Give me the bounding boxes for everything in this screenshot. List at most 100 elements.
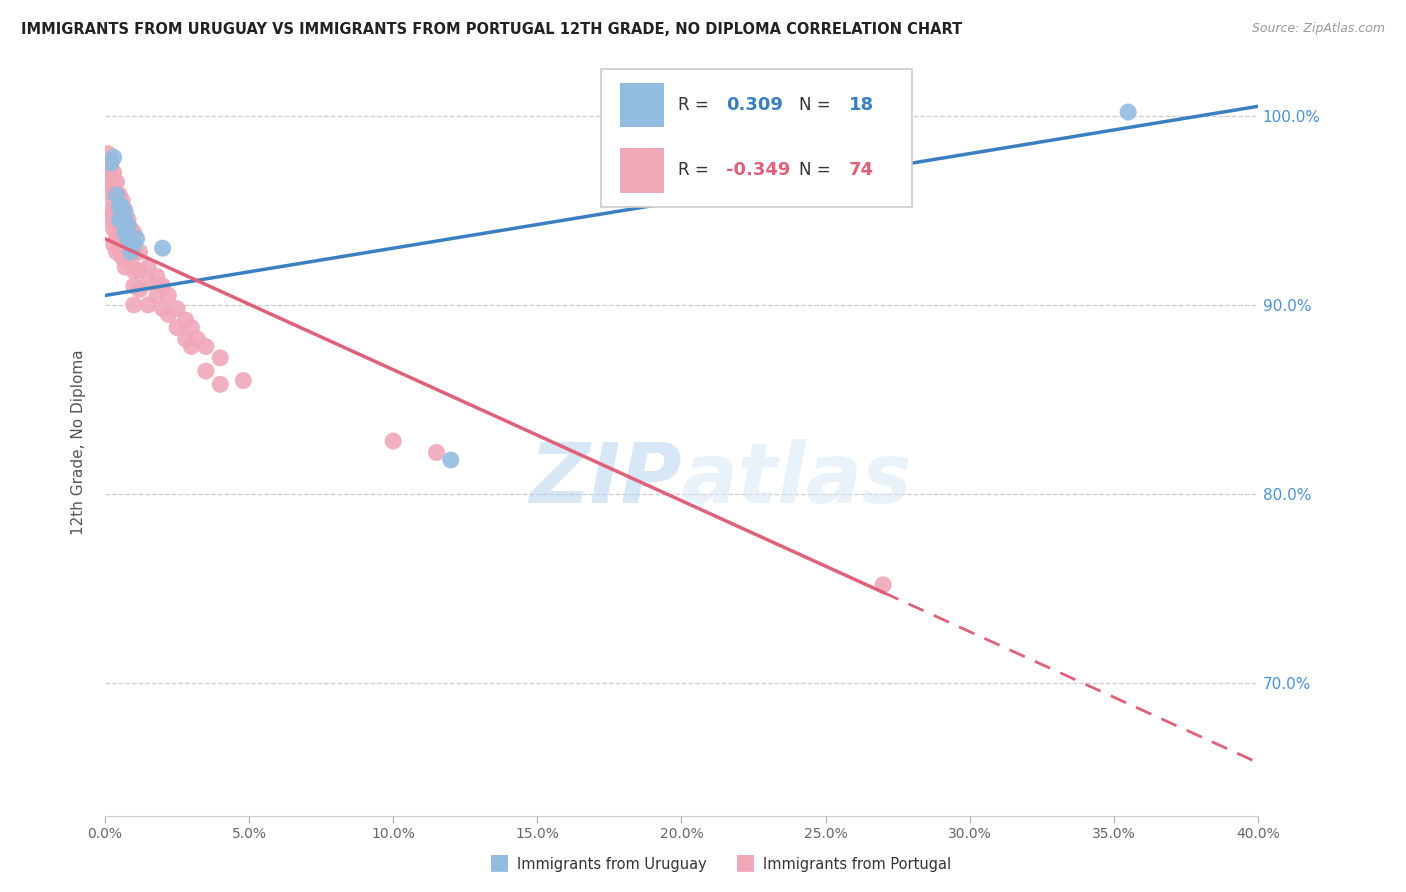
Point [117, 212, 139, 227]
Point [108, 188, 131, 202]
Point [103, 180, 125, 194]
Point [157, 288, 180, 302]
Point [111, 212, 134, 227]
Point [122, 244, 145, 259]
Point [105, 219, 128, 233]
Point [105, 244, 128, 259]
Point [120, 244, 142, 259]
Point [105, 232, 128, 246]
Point [128, 264, 150, 278]
Point [114, 219, 136, 233]
Point [152, 301, 174, 316]
Text: N =: N = [799, 161, 837, 179]
Point [111, 207, 134, 221]
Point [117, 241, 139, 255]
Point [117, 219, 139, 233]
Point [232, 374, 254, 388]
Point [111, 222, 134, 236]
Point [122, 279, 145, 293]
Point [872, 578, 894, 592]
Point [174, 332, 197, 346]
Text: 0.309: 0.309 [727, 96, 783, 114]
Point [100, 203, 122, 218]
Point [105, 203, 128, 218]
Point [117, 232, 139, 246]
Point [180, 339, 202, 353]
Point [174, 313, 197, 327]
Point [105, 188, 128, 202]
Point [120, 222, 142, 236]
Point [103, 207, 125, 221]
Point [186, 332, 208, 346]
Point [114, 207, 136, 221]
Point [122, 237, 145, 252]
FancyBboxPatch shape [620, 83, 664, 128]
Point [108, 241, 131, 255]
Point [103, 222, 125, 236]
Text: ZIP: ZIP [529, 439, 682, 520]
Point [111, 200, 134, 214]
Point [120, 256, 142, 270]
Text: R =: R = [678, 96, 714, 114]
Text: Source: ZipAtlas.com: Source: ZipAtlas.com [1251, 22, 1385, 36]
Point [209, 351, 232, 365]
Point [111, 251, 134, 265]
Point [97, 185, 120, 199]
Point [114, 219, 136, 233]
Point [103, 194, 125, 208]
Point [122, 226, 145, 240]
FancyBboxPatch shape [600, 69, 912, 207]
Point [114, 203, 136, 218]
Point [114, 244, 136, 259]
Point [194, 364, 217, 378]
Point [103, 150, 125, 164]
Point [108, 212, 131, 227]
Text: 18: 18 [849, 96, 873, 114]
Point [152, 241, 174, 255]
Point [425, 445, 447, 459]
Point [100, 169, 122, 184]
Text: Immigrants from Portugal: Immigrants from Portugal [763, 857, 952, 872]
Point [100, 180, 122, 194]
Point [157, 307, 180, 321]
Text: -0.349: -0.349 [727, 161, 790, 179]
Point [136, 298, 159, 312]
Point [97, 165, 120, 179]
Point [108, 212, 131, 227]
Point [108, 226, 131, 240]
Point [122, 298, 145, 312]
Text: atlas: atlas [682, 439, 912, 520]
Text: R =: R = [678, 161, 714, 179]
Point [114, 226, 136, 240]
Point [100, 156, 122, 170]
Y-axis label: 12th Grade, No Diploma: 12th Grade, No Diploma [72, 349, 86, 535]
Point [114, 260, 136, 274]
Point [125, 232, 148, 246]
Point [146, 269, 169, 284]
Point [103, 165, 125, 179]
Point [117, 226, 139, 240]
Point [111, 194, 134, 208]
FancyBboxPatch shape [620, 148, 664, 193]
Point [166, 320, 188, 334]
Point [128, 244, 150, 259]
Point [440, 453, 463, 467]
Point [146, 288, 169, 302]
Point [111, 237, 134, 252]
Point [105, 188, 128, 202]
Point [128, 283, 150, 297]
Point [114, 232, 136, 246]
Point [100, 212, 122, 227]
Point [108, 200, 131, 214]
Text: Immigrants from Uruguay: Immigrants from Uruguay [517, 857, 707, 872]
Text: IMMIGRANTS FROM URUGUAY VS IMMIGRANTS FROM PORTUGAL 12TH GRADE, NO DIPLOMA CORRE: IMMIGRANTS FROM URUGUAY VS IMMIGRANTS FR… [21, 22, 962, 37]
Point [166, 301, 188, 316]
Point [1116, 105, 1139, 120]
Point [108, 200, 131, 214]
Point [136, 260, 159, 274]
Point [194, 339, 217, 353]
Point [100, 156, 122, 170]
Text: ■: ■ [735, 853, 755, 872]
Point [382, 434, 405, 448]
Point [105, 175, 128, 189]
